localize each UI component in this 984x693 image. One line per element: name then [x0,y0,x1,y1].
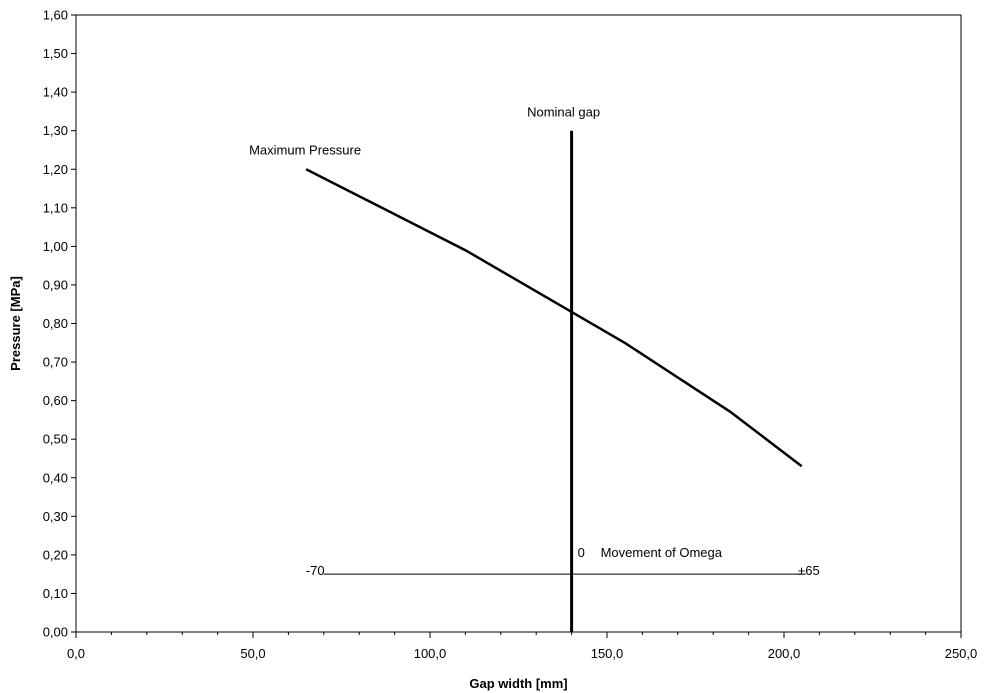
y-tick-label: 0,10 [43,586,68,601]
y-tick-label: 1,00 [43,239,68,254]
y-tick-label: 0,70 [43,355,68,370]
nominal-gap-label: Nominal gap [527,105,600,120]
y-tick-label: 0,30 [43,509,68,524]
reference-lines: Nominal gap -70 +65 0 Movement of Omega [306,105,820,632]
y-tick-label: 1,10 [43,200,68,215]
y-tick-label: 0,60 [43,393,68,408]
axes [75,14,962,633]
y-axis-title: Pressure [MPa] [8,276,23,371]
y-tick-label: 0,20 [43,547,68,562]
x-tick-label: 200,0 [768,646,801,661]
x-tick-label: 150,0 [591,646,624,661]
x-tick-label: 250,0 [945,646,978,661]
ticks: 0,000,100,200,300,400,500,600,700,800,90… [43,8,978,662]
series-layer: Maximum Pressure [249,142,803,468]
x-axis-title: Gap width [mm] [469,676,567,691]
plot-frame [75,14,962,633]
series-line [305,168,803,468]
movement-right-label: +65 [798,563,820,578]
y-tick-label: 0,80 [43,316,68,331]
y-tick-label: 1,30 [43,123,68,138]
y-tick-label: 1,20 [43,162,68,177]
y-tick-label: 0,50 [43,432,68,447]
x-tick-label: 50,0 [240,646,265,661]
movement-zero-label: 0 [578,545,585,560]
y-tick-label: 1,50 [43,46,68,61]
movement-label: Movement of Omega [601,545,723,560]
x-tick-label: 100,0 [414,646,447,661]
y-tick-label: 0,00 [43,625,68,640]
series-label: Maximum Pressure [249,142,361,157]
y-tick-label: 1,60 [43,8,68,23]
y-tick-label: 1,40 [43,85,68,100]
movement-left-label: -70 [306,563,325,578]
y-tick-label: 0,40 [43,470,68,485]
x-tick-label: 0,0 [67,646,85,661]
y-tick-label: 0,90 [43,277,68,292]
